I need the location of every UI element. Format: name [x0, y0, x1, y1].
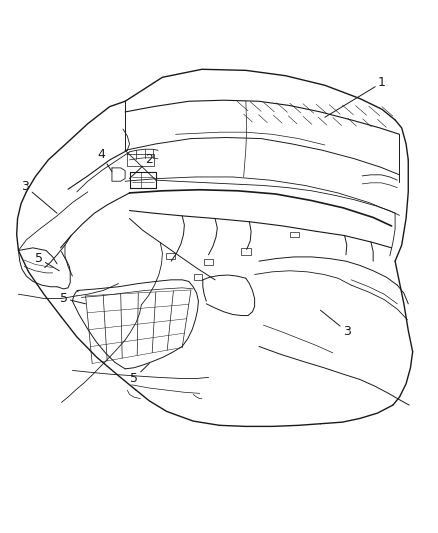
Text: 3: 3 [320, 310, 350, 338]
Text: 3: 3 [21, 180, 57, 213]
Text: 1: 1 [324, 76, 385, 117]
Text: 5: 5 [60, 292, 85, 305]
Text: 2: 2 [129, 154, 153, 179]
Text: 4: 4 [97, 148, 112, 172]
Text: 5: 5 [35, 252, 59, 271]
Text: 5: 5 [130, 364, 149, 385]
